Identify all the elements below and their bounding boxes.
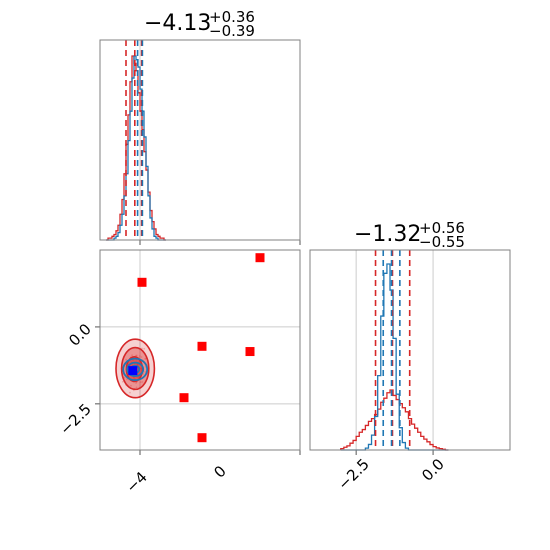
xtick-label-h2-0: 0.0	[418, 455, 448, 485]
joint-blue-contour	[126, 361, 145, 378]
joint-panel	[95, 249, 301, 455]
title-param-1: −4.13	[144, 11, 211, 36]
h1-red-histogram	[106, 55, 166, 241]
h2-blue-histogram	[340, 263, 449, 451]
joint-sample-point	[139, 381, 142, 384]
joint-red-square-marker	[197, 341, 207, 351]
ytick-label-joint-0: 0.0	[65, 320, 95, 350]
joint-sample-point	[144, 371, 147, 373]
joint-sample-point	[140, 356, 143, 358]
histogram-panel-param-1	[99, 39, 301, 245]
joint-sample-point	[131, 354, 133, 357]
joint-sample-point	[130, 384, 132, 387]
title-param-1-median: −4.13	[144, 11, 211, 36]
xtick-label-joint-neg4: −4	[122, 468, 150, 496]
joint-sample-point	[135, 382, 137, 384]
joint-blue-contour	[122, 357, 149, 382]
joint-sample-point	[125, 358, 127, 361]
joint-red-square-marker	[245, 347, 255, 357]
joint-sample-point	[129, 391, 131, 394]
histogram-2-frame	[309, 249, 511, 451]
joint-red-square-marker	[137, 277, 147, 287]
title-param-2-minus: −0.55	[419, 233, 465, 251]
joint-sample-point	[135, 386, 138, 389]
joint-sample-point	[135, 354, 138, 357]
joint-sample-point	[123, 376, 126, 379]
histogram-panel-param-2	[309, 249, 511, 455]
xtick-label-joint-0: 0	[210, 462, 229, 481]
joint-sample-point	[144, 358, 147, 360]
joint-sample-point	[121, 380, 124, 383]
title-param-2-median: −1.32	[354, 222, 421, 247]
joint-sample-point	[141, 381, 144, 383]
joint-sample-point	[126, 378, 128, 381]
histogram-1-frame	[99, 39, 301, 241]
joint-frame	[99, 249, 301, 451]
joint-sample-point	[144, 357, 147, 360]
xtick-label-h2-neg2-5: −2.5	[334, 455, 372, 493]
joint-red-square-marker	[255, 253, 265, 263]
joint-sample-point	[143, 347, 146, 350]
h2-red-histogram	[340, 389, 449, 451]
title-param-1-minus: −0.39	[209, 22, 255, 40]
joint-sample-point	[138, 355, 141, 357]
joint-sample-point	[142, 372, 145, 375]
joint-sample-point	[141, 347, 143, 350]
title-param-2: −1.32	[354, 222, 421, 247]
ytick-label-joint-neg2-5: −2.5	[56, 400, 94, 438]
joint-red-square-marker	[179, 393, 189, 403]
title-param-1-plus: +0.36	[209, 8, 255, 26]
title-param-2-plus: +0.56	[419, 219, 465, 237]
joint-red-square-marker	[197, 433, 207, 443]
joint-blue-square-marker	[128, 366, 138, 376]
h1-blue-histogram	[106, 55, 166, 241]
